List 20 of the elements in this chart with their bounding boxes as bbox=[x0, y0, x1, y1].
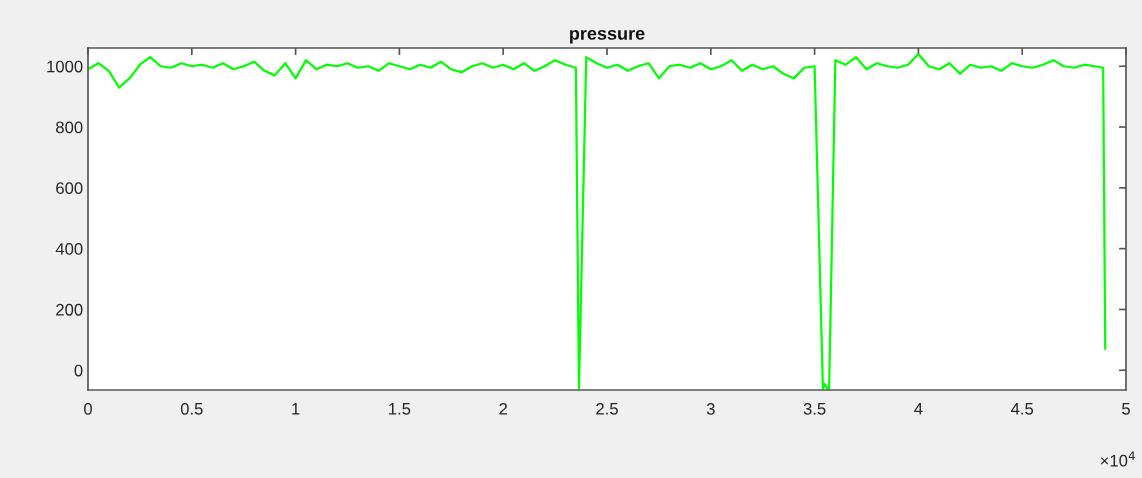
y-tick-label: 0 bbox=[74, 364, 83, 377]
y-tick-label: 1000 bbox=[47, 60, 83, 73]
x-tick-label: 4 bbox=[914, 403, 923, 415]
x-tick-label: 4.5 bbox=[1011, 403, 1034, 415]
x-tick-label: 3.5 bbox=[803, 402, 826, 415]
line-series bbox=[88, 52, 1107, 390]
x-tick-label: 2.5 bbox=[596, 402, 618, 415]
chart-title: pressure bbox=[570, 29, 645, 44]
text: ×10$^{4}$ bbox=[1100, 451, 1135, 467]
x-tick-label: 0.5 bbox=[180, 402, 203, 415]
x-tick-label: 2 bbox=[499, 402, 507, 415]
x-tick-label: 5 bbox=[1122, 403, 1130, 415]
y-tick-label: 400 bbox=[55, 243, 83, 255]
y-tick-label: 200 bbox=[56, 303, 83, 316]
x-tick-label: 1.5 bbox=[389, 403, 411, 415]
x-tick-label: 1 bbox=[292, 403, 300, 415]
x-tick-label: 0 bbox=[84, 402, 92, 415]
y-tick-label: 600 bbox=[56, 182, 83, 195]
y-tick-label: 800 bbox=[56, 121, 83, 134]
x-tick-label: 3 bbox=[706, 402, 715, 415]
